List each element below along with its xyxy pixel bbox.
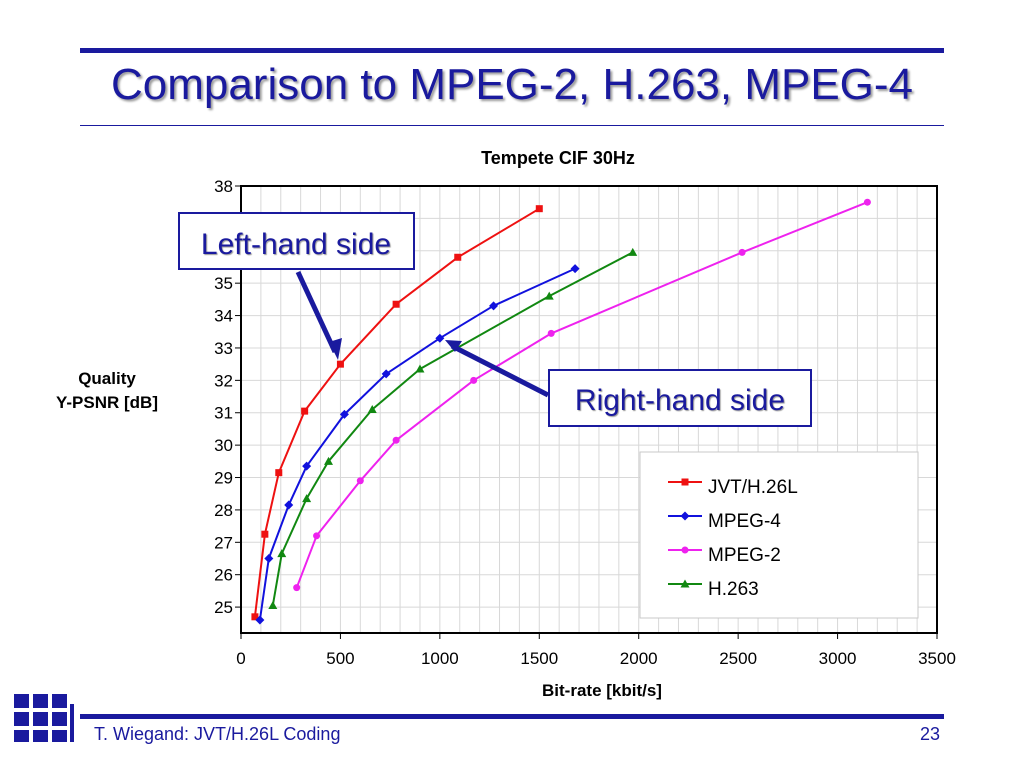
data-point-h-263 bbox=[302, 494, 312, 503]
x-tick-label: 1000 bbox=[421, 649, 459, 668]
data-point-mpeg-4 bbox=[255, 615, 265, 625]
data-point-mpeg-4 bbox=[435, 333, 445, 343]
data-point-mpeg-2 bbox=[392, 436, 400, 444]
footer-author: T. Wiegand: JVT/H.26L Coding bbox=[94, 724, 341, 744]
data-point-h-263 bbox=[367, 405, 377, 413]
data-point-jvt-h-26l bbox=[454, 253, 462, 261]
title-top-bar bbox=[80, 48, 944, 53]
left-callout-arrow-head bbox=[329, 338, 342, 360]
left-callout-text: Left-hand side bbox=[201, 228, 391, 261]
y-tick-label: 35 bbox=[214, 274, 233, 293]
x-tick-label: 0 bbox=[236, 649, 245, 668]
data-point-mpeg-2 bbox=[547, 329, 555, 337]
y-tick-label: 38 bbox=[214, 177, 233, 196]
data-point-mpeg-2 bbox=[356, 477, 364, 485]
series-line-h-263 bbox=[271, 251, 634, 606]
y-tick-label: 31 bbox=[214, 404, 233, 423]
right-callout-arrow-shaft bbox=[450, 343, 550, 398]
x-tick-label: 3500 bbox=[918, 649, 956, 668]
data-point-jvt-h-26l bbox=[275, 469, 283, 477]
series-line-mpeg-2 bbox=[295, 201, 868, 589]
y-tick-label: 33 bbox=[214, 339, 233, 358]
data-point-jvt-h-26l bbox=[535, 205, 543, 213]
data-point-mpeg-4 bbox=[339, 409, 349, 419]
data-point-h-263 bbox=[544, 291, 554, 300]
data-point-mpeg-4 bbox=[264, 554, 274, 563]
slide-title: Comparison to MPEG-2, H.263, MPEG-4 bbox=[110, 60, 914, 109]
legend-marker-h-263 bbox=[680, 579, 690, 588]
left-callout-arrow-shaft bbox=[295, 270, 338, 354]
title-underline bbox=[80, 125, 944, 126]
x-tick-label: 2500 bbox=[719, 649, 757, 668]
legend-marker-mpeg-2 bbox=[681, 546, 689, 554]
y-tick-label: 30 bbox=[214, 436, 233, 455]
data-point-mpeg-4 bbox=[570, 264, 580, 274]
x-axis-label: Bit-rate [kbit/s] bbox=[542, 681, 662, 700]
x-tick-label: 2000 bbox=[620, 649, 658, 668]
x-tick-label: 3000 bbox=[819, 649, 857, 668]
data-point-jvt-h-26l bbox=[251, 613, 259, 621]
institute-logo bbox=[14, 694, 74, 742]
data-point-h-263 bbox=[268, 600, 278, 609]
y-axis-label-line2: Y-PSNR [dB] bbox=[56, 393, 158, 412]
data-point-mpeg-4 bbox=[284, 500, 294, 510]
data-point-h-263 bbox=[628, 247, 638, 256]
footer-bar bbox=[80, 714, 944, 719]
data-point-mpeg-2 bbox=[313, 532, 321, 540]
y-tick-label: 26 bbox=[214, 566, 233, 585]
data-point-h-263 bbox=[323, 456, 333, 465]
data-point-mpeg-4 bbox=[381, 369, 391, 379]
data-point-jvt-h-26l bbox=[261, 530, 269, 538]
y-tick-label: 32 bbox=[214, 371, 233, 390]
page-number: 23 bbox=[919, 724, 940, 744]
x-tick-label: 500 bbox=[326, 649, 354, 668]
legend-label-mpeg-2: MPEG-2 bbox=[708, 545, 781, 566]
data-point-mpeg-2 bbox=[738, 248, 746, 256]
y-tick-label: 27 bbox=[214, 533, 233, 552]
series-line-mpeg-4 bbox=[258, 267, 576, 621]
y-tick-label: 25 bbox=[214, 598, 233, 617]
legend-marker-mpeg-4 bbox=[680, 511, 690, 521]
y-tick-label: 28 bbox=[214, 501, 233, 520]
y-axis-label-line1: Quality bbox=[78, 369, 136, 388]
data-point-h-263 bbox=[277, 549, 287, 558]
data-point-jvt-h-26l bbox=[301, 407, 309, 415]
data-point-mpeg-2 bbox=[470, 376, 478, 384]
data-point-mpeg-4 bbox=[302, 461, 312, 471]
y-tick-label: 34 bbox=[214, 307, 233, 326]
legend-marker-jvt-h-26l bbox=[681, 478, 689, 486]
plot-area-frame bbox=[240, 185, 938, 634]
data-point-mpeg-2 bbox=[293, 584, 301, 592]
x-tick-label: 1500 bbox=[520, 649, 558, 668]
y-tick-label: 29 bbox=[214, 469, 233, 488]
data-point-jvt-h-26l bbox=[336, 360, 344, 368]
data-point-jvt-h-26l bbox=[392, 300, 400, 308]
legend-label-jvt-h-26l: JVT/H.26L bbox=[708, 477, 798, 498]
series-line-jvt-h-26l bbox=[253, 207, 540, 617]
chart-title: Tempete CIF 30Hz bbox=[481, 148, 635, 168]
legend-label-h-263: H.263 bbox=[708, 579, 759, 600]
right-callout-text: Right-hand side bbox=[575, 384, 785, 417]
data-point-h-263 bbox=[415, 364, 425, 373]
right-callout-arrow-head bbox=[445, 340, 462, 352]
legend-label-mpeg-4: MPEG-4 bbox=[708, 511, 781, 532]
data-point-mpeg-2 bbox=[863, 198, 871, 206]
left-callout-box bbox=[178, 212, 415, 270]
data-point-mpeg-4 bbox=[489, 301, 499, 311]
right-callout-box bbox=[548, 369, 812, 427]
